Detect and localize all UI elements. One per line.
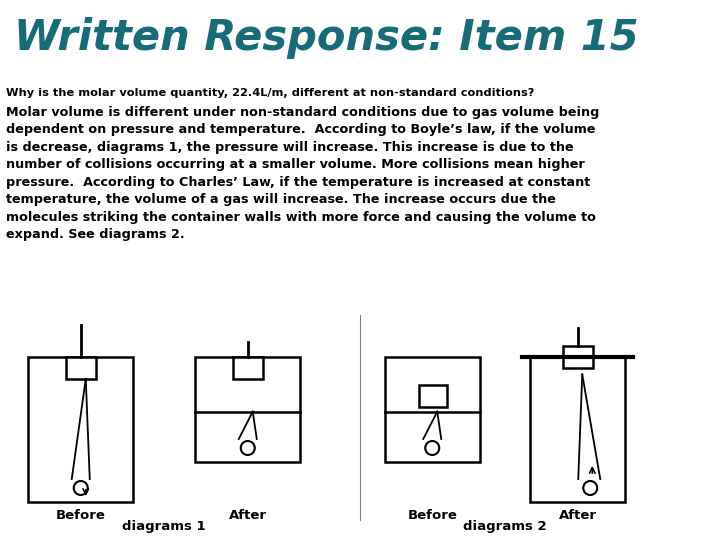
Bar [530, 357, 625, 502]
Circle shape [426, 441, 439, 455]
Text: dependent on pressure and temperature.  According to Boyle’s law, if the volume: dependent on pressure and temperature. A… [6, 123, 595, 136]
Bar [233, 357, 263, 379]
Text: number of collisions occurring at a smaller volume. More collisions mean higher: number of collisions occurring at a smal… [6, 158, 585, 171]
Bar [66, 357, 96, 379]
Bar [28, 357, 133, 502]
Text: molecules striking the container walls with more force and causing the volume to: molecules striking the container walls w… [6, 211, 596, 224]
Circle shape [240, 441, 255, 455]
Text: Before: Before [408, 509, 457, 522]
Text: expand. See diagrams 2.: expand. See diagrams 2. [6, 228, 184, 241]
Text: Before: Before [55, 509, 105, 522]
Bar [385, 357, 480, 462]
Text: After: After [559, 509, 596, 522]
Text: Written Response: Item 15: Written Response: Item 15 [14, 17, 639, 59]
Text: pressure.  According to Charles’ Law, if the temperature is increased at constan: pressure. According to Charles’ Law, if … [6, 176, 590, 188]
Text: diagrams 2: diagrams 2 [463, 520, 546, 533]
Circle shape [73, 481, 88, 495]
Circle shape [583, 481, 598, 495]
Text: temperature, the volume of a gas will increase. The increase occurs due the: temperature, the volume of a gas will in… [6, 193, 556, 206]
Bar [562, 346, 593, 368]
Bar [195, 357, 300, 462]
Text: diagrams 1: diagrams 1 [122, 520, 206, 533]
Text: Why is the molar volume quantity, 22.4L/m, different at non-standard conditions?: Why is the molar volume quantity, 22.4L/… [6, 87, 534, 98]
Text: After: After [228, 509, 266, 522]
Text: Molar volume is different under non-standard conditions due to gas volume being: Molar volume is different under non-stan… [6, 106, 599, 119]
Bar [418, 386, 446, 407]
Text: is decrease, diagrams 1, the pressure will increase. This increase is due to the: is decrease, diagrams 1, the pressure wi… [6, 141, 574, 154]
